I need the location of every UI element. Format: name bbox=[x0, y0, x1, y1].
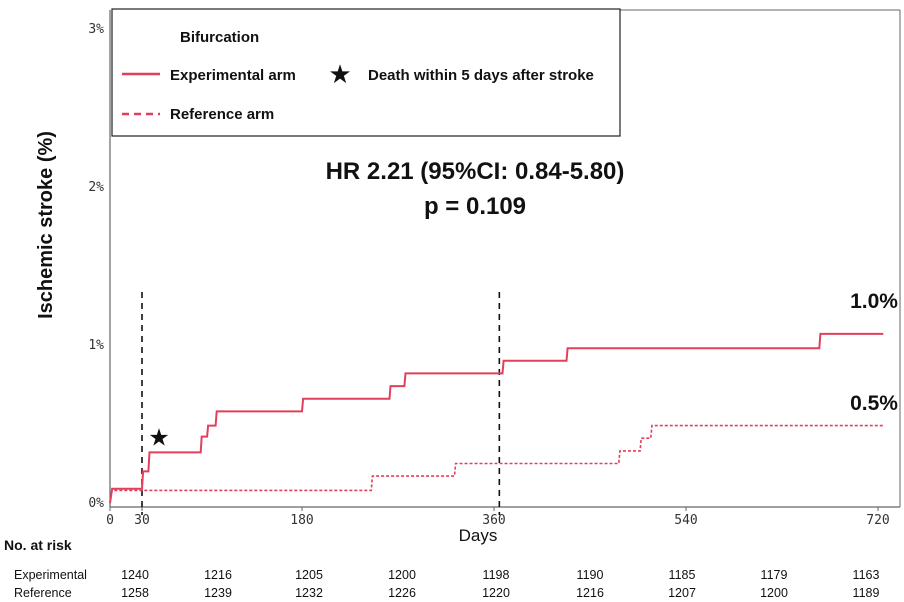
risk-value-experimental: 1216 bbox=[204, 568, 232, 582]
x-ticks: 0 30 180 360 540 720 bbox=[106, 507, 890, 528]
risk-value-experimental: 1200 bbox=[388, 568, 416, 582]
x-tick-label: 720 bbox=[866, 513, 889, 528]
x-tick-label: 180 bbox=[290, 513, 313, 528]
risk-value-reference: 1220 bbox=[482, 586, 510, 600]
risk-table-title: No. at risk bbox=[4, 537, 72, 553]
legend-label-reference: Reference arm bbox=[170, 106, 274, 123]
legend-box bbox=[111, 8, 621, 137]
y-tick-label: 2% bbox=[88, 180, 104, 195]
series-line-reference bbox=[109, 424, 884, 504]
x-tick-label: 540 bbox=[674, 513, 697, 528]
series-line-experimental bbox=[109, 332, 884, 504]
risk-value-experimental: 1179 bbox=[761, 568, 788, 582]
legend: Bifurcation Experimental arm ★ Death wit… bbox=[111, 8, 621, 137]
y-tick-label: 3% bbox=[88, 22, 104, 37]
y-axis-label: Ischemic stroke (%) bbox=[35, 131, 57, 319]
risk-value-experimental: 1205 bbox=[295, 568, 323, 582]
risk-row-label-experimental: Experimental bbox=[14, 568, 87, 582]
y-tick-label: 0% bbox=[88, 496, 104, 511]
legend-label-experimental: Experimental arm bbox=[170, 67, 296, 84]
legend-title: Bifurcation bbox=[180, 29, 259, 46]
y-ticks: 0% 1% 2% 3% bbox=[88, 22, 104, 511]
risk-table: No. at risk Experimental Reference 1240 1… bbox=[4, 537, 879, 600]
legend-star-icon: ★ bbox=[328, 60, 351, 90]
risk-value-reference: 1258 bbox=[121, 586, 149, 600]
risk-value-reference: 1239 bbox=[204, 586, 232, 600]
risk-value-experimental: 1163 bbox=[853, 568, 880, 582]
risk-value-reference: 1216 bbox=[576, 586, 604, 600]
x-axis-label: Days bbox=[459, 526, 498, 545]
p-value-text: p = 0.109 bbox=[424, 193, 526, 220]
risk-value-experimental: 1190 bbox=[577, 568, 604, 582]
risk-row-label-reference: Reference bbox=[14, 586, 72, 600]
death-star-marker: ★ bbox=[148, 424, 170, 452]
reference-lines bbox=[141, 292, 501, 515]
annotation-markers: ★ bbox=[148, 424, 170, 452]
risk-value-reference: 1232 bbox=[295, 586, 323, 600]
end-label-experimental: 1.0% bbox=[850, 290, 898, 313]
x-tick-label: 30 bbox=[134, 513, 150, 528]
legend-label-death: Death within 5 days after stroke bbox=[368, 67, 594, 84]
risk-value-reference: 1207 bbox=[668, 586, 696, 600]
risk-value-reference: 1200 bbox=[760, 586, 788, 600]
risk-value-experimental: 1198 bbox=[483, 568, 510, 582]
risk-value-experimental: 1240 bbox=[121, 568, 149, 582]
risk-value-experimental: 1185 bbox=[669, 568, 696, 582]
x-tick-label: 360 bbox=[482, 513, 505, 528]
risk-value-reference: 1226 bbox=[388, 586, 416, 600]
risk-values: 1240 1216 1205 1200 1198 1190 1185 1179 1163 1258… bbox=[121, 568, 879, 600]
x-tick-label: 0 bbox=[106, 513, 114, 528]
end-labels: 1.0% 0.5% bbox=[850, 290, 898, 415]
end-label-reference: 0.5% bbox=[850, 392, 898, 415]
y-tick-label: 1% bbox=[88, 338, 104, 353]
series-lines bbox=[109, 332, 884, 504]
hazard-ratio-text: HR 2.21 (95%CI: 0.84-5.80) bbox=[326, 158, 625, 185]
risk-value-reference: 1189 bbox=[853, 586, 880, 600]
